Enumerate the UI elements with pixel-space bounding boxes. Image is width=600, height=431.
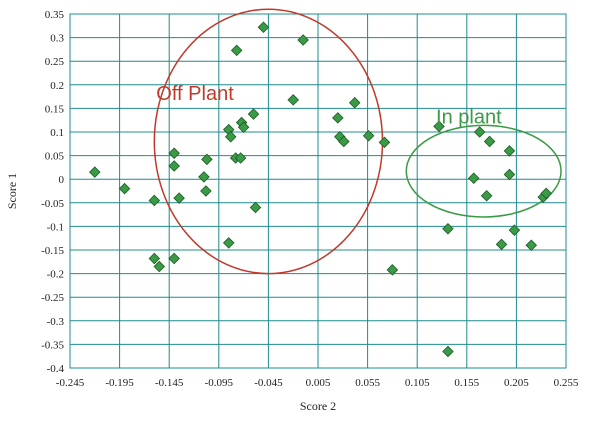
data-point [540,187,552,200]
data-point [118,182,131,195]
in-plant-label: In plant [436,107,502,129]
data-point [230,44,243,57]
data-point [148,252,161,265]
data-point [234,152,247,164]
y-tick-label: -0.2 [47,269,64,281]
x-tick-label: 0.005 [306,377,331,389]
data-point [237,121,250,134]
data-point [378,136,391,149]
data-point [362,130,375,142]
data-point [198,171,210,183]
data-point [332,112,344,124]
data-point [173,192,185,204]
y-tick-label: 0.1 [50,127,64,139]
data-point [525,239,538,252]
data-point [503,145,516,157]
y-tick-label: 0.15 [45,103,65,115]
data-point [148,194,161,207]
x-tick-label: 0.205 [504,377,529,389]
x-tick-label: -0.245 [56,377,85,389]
data-point [201,153,213,166]
y-axis-title: Score 1 [5,173,19,209]
y-tick-label: -0.3 [47,316,65,328]
data-point [348,96,361,109]
y-tick-label: -0.25 [41,292,64,304]
y-tick-label: -0.15 [41,245,64,257]
x-tick-label: -0.145 [155,377,184,389]
x-axis-title: Score 2 [300,399,336,413]
data-point [257,21,270,33]
data-point [338,135,350,148]
x-tick-label: 0.055 [355,377,380,389]
data-point [200,185,212,197]
data-point [89,166,101,178]
data-point [495,238,508,251]
y-tick-label: 0.35 [45,9,65,21]
y-tick-label: -0.1 [47,221,64,233]
data-point [480,189,493,202]
data-point [467,172,480,185]
data-point [224,130,237,143]
data-point [503,168,516,181]
y-tick-label: -0.4 [47,363,65,375]
y-tick-labels: -0.4 -0.35 -0.3 -0.25 -0.2 -0.15 -0.1 -0.05 0 0.0… [41,9,64,375]
data-point [168,160,180,172]
data-point [287,94,299,106]
y-tick-label: -0.35 [41,339,64,351]
data-points [89,21,552,358]
y-tick-label: 0 [59,174,65,186]
plot-frame [69,13,567,369]
data-point [386,264,399,276]
off-plant-label: Off Plant [156,83,234,105]
y-tick-label: 0.05 [45,151,65,163]
x-tick-label: 0.255 [554,377,579,389]
y-tick-label: 0.25 [45,56,65,68]
in-plant-ellipse [405,124,562,218]
data-point [442,345,454,358]
data-point [442,222,454,235]
data-point [249,201,262,214]
x-tick-label: 0.105 [405,377,430,389]
data-point [153,260,166,273]
data-point [473,126,486,138]
x-tick-label: 0.155 [454,377,479,389]
cluster-ellipses [153,8,562,275]
data-point [222,237,235,249]
data-point [168,252,180,265]
data-point [433,120,445,133]
data-point [483,135,496,148]
x-tick-label: -0.045 [254,377,283,389]
data-point [247,108,260,120]
grid [69,13,567,369]
data-point [168,147,180,160]
data-point [508,224,521,236]
data-point [297,34,309,46]
x-tick-label: -0.195 [105,377,134,389]
y-tick-label: 0.2 [50,80,64,92]
y-tick-label: -0.05 [41,198,64,210]
y-tick-label: 0.3 [50,33,64,45]
x-tick-label: -0.095 [205,377,234,389]
x-tick-labels: -0.245 -0.195 -0.145 -0.095 -0.045 0.005 0.055… [56,377,579,389]
